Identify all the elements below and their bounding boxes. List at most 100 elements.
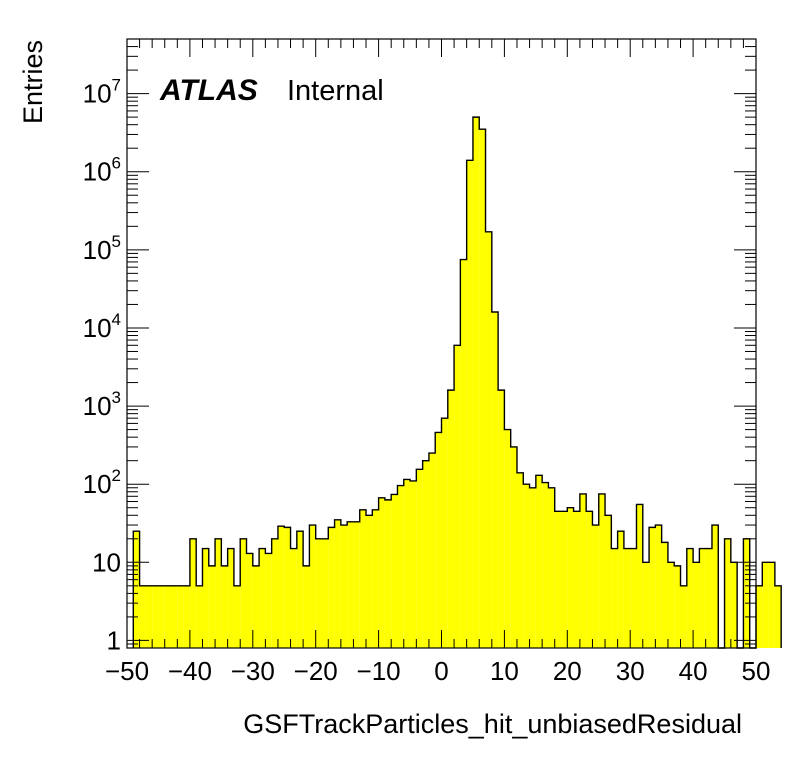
histogram-bin xyxy=(290,548,297,648)
histogram-bin xyxy=(586,511,593,648)
y-tick-label: 103 xyxy=(83,388,121,421)
histogram-bin xyxy=(152,585,159,648)
histogram-bin xyxy=(454,345,461,648)
histogram-bin xyxy=(133,531,140,648)
histogram-bin xyxy=(504,429,511,648)
y-tick-label: 107 xyxy=(83,76,121,109)
histogram-bin xyxy=(579,493,587,648)
histogram-bin xyxy=(328,527,335,648)
x-tick-label: −10 xyxy=(357,656,401,686)
x-tick-label: 20 xyxy=(553,656,582,686)
histogram-bin xyxy=(674,565,681,648)
x-tick-label: −50 xyxy=(105,656,149,686)
x-tick-label: −40 xyxy=(168,656,212,686)
histogram-bin xyxy=(649,527,656,648)
histogram-bin xyxy=(655,525,662,648)
y-axis: 1 10 102 103 104 105 106 107 xyxy=(83,38,756,655)
histogram-bin xyxy=(366,515,373,648)
y-tick-label: 10 xyxy=(92,547,121,577)
histogram-bin xyxy=(516,472,524,648)
histogram-bin xyxy=(221,565,228,648)
x-tick-label: 0 xyxy=(434,656,448,686)
histogram-bin xyxy=(372,509,379,648)
histogram-bin xyxy=(284,527,291,648)
histogram-bin xyxy=(686,548,694,648)
histogram-bin xyxy=(403,479,411,648)
x-tick-label: 40 xyxy=(679,656,708,686)
y-tick-label: 102 xyxy=(83,466,121,499)
histogram-bin xyxy=(561,511,568,648)
x-tick-label: 10 xyxy=(490,656,519,686)
histogram-bin xyxy=(309,525,316,648)
histogram-bin xyxy=(359,509,367,648)
histogram-bin xyxy=(592,525,599,648)
histogram-bin xyxy=(391,494,398,648)
histogram-bin xyxy=(636,504,643,648)
histogram-bin xyxy=(617,531,624,648)
histogram-bin xyxy=(171,585,178,648)
histogram-bin xyxy=(711,525,719,648)
histogram-bin xyxy=(510,446,517,648)
histogram-bin xyxy=(605,515,612,648)
histogram-bin xyxy=(177,585,184,648)
histogram-bin xyxy=(397,485,404,648)
histogram-bin xyxy=(139,585,146,648)
histogram-bin xyxy=(699,548,706,648)
histogram-bin xyxy=(252,565,260,648)
histogram-bin xyxy=(774,585,782,648)
histogram-outline xyxy=(132,116,782,649)
histogram-bin xyxy=(303,565,310,648)
histogram-bin xyxy=(472,117,480,649)
x-tick-label: −30 xyxy=(231,656,275,686)
histogram-bin xyxy=(164,585,172,648)
histogram-bin xyxy=(611,548,618,648)
histogram-bin xyxy=(529,487,536,648)
histogram-bin xyxy=(259,548,266,648)
histogram-bin xyxy=(378,497,385,648)
y-tick-label: 106 xyxy=(83,154,121,187)
histogram-bin xyxy=(680,585,687,648)
atlas-label: ATLAS xyxy=(159,74,258,107)
histogram-bin xyxy=(227,548,234,648)
histogram-bin xyxy=(548,487,555,648)
histogram-bin xyxy=(265,553,272,648)
histogram-bin xyxy=(466,160,473,649)
histogram-bin xyxy=(416,469,423,648)
histogram-bin xyxy=(296,531,304,648)
histogram-bin xyxy=(271,538,278,648)
histogram-bin xyxy=(340,525,348,648)
histogram-bin xyxy=(422,460,429,648)
histogram-bin xyxy=(630,548,637,648)
histogram-bin xyxy=(277,526,285,648)
histogram-bin xyxy=(460,259,467,648)
histogram-bin xyxy=(642,562,650,648)
histogram-bin xyxy=(724,538,731,648)
x-axis: −50 −40 −30 −20 −10 0 10 20 30 40 50 xyxy=(105,39,770,686)
histogram-bin xyxy=(347,521,354,648)
histogram-bin xyxy=(410,480,417,648)
histogram-bin xyxy=(623,548,631,648)
histogram-bin xyxy=(158,585,165,648)
histogram-bin xyxy=(447,390,455,648)
x-axis-title: GSFTrackParticles_hit_unbiasedResidual xyxy=(243,709,742,739)
y-tick-label: 104 xyxy=(83,310,121,343)
histogram-bin xyxy=(535,475,543,648)
histogram-bin xyxy=(479,129,486,648)
histogram-bin xyxy=(321,538,329,648)
histogram-bin xyxy=(667,562,675,648)
internal-label: Internal xyxy=(287,75,384,107)
histogram-bin xyxy=(240,538,247,648)
histogram-bin xyxy=(491,312,499,648)
x-tick-label: −20 xyxy=(294,656,338,686)
histogram-bin xyxy=(485,231,492,649)
histogram-bin xyxy=(762,562,769,648)
histogram-bin xyxy=(202,548,209,648)
histogram-bin xyxy=(441,418,448,648)
histogram-bin xyxy=(768,562,775,648)
histogram-bin xyxy=(334,519,341,648)
histogram-bin xyxy=(208,565,216,648)
histogram-bin xyxy=(315,538,322,648)
histogram-bin xyxy=(196,585,203,648)
histogram-bin xyxy=(246,553,253,648)
